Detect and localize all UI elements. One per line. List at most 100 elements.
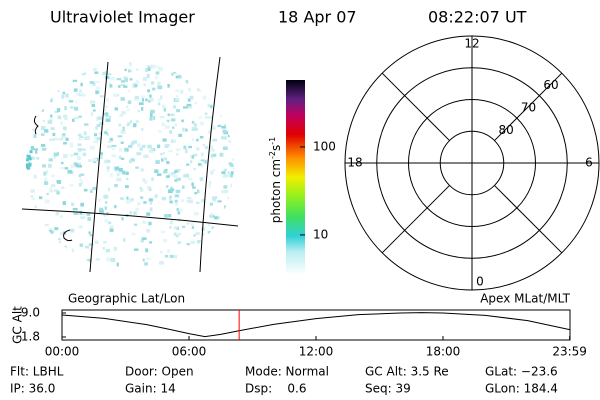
speckle [105, 118, 111, 122]
speckle [106, 159, 111, 164]
speckle [228, 103, 234, 108]
speckle [187, 105, 193, 109]
speckle [175, 189, 181, 194]
speckle [45, 231, 51, 235]
speckle [91, 104, 96, 108]
speckle [165, 175, 171, 178]
speckle [73, 212, 79, 215]
speckle [95, 81, 100, 84]
speckle [110, 77, 116, 81]
speckle [235, 173, 239, 176]
speckle [153, 115, 156, 120]
speckle [135, 120, 139, 123]
speckle [73, 162, 77, 166]
coastline [33, 115, 39, 135]
speckle [220, 77, 223, 82]
speckle [45, 170, 48, 174]
speckle [36, 267, 39, 270]
speckle [174, 194, 180, 198]
speckle [204, 63, 208, 68]
speckle [96, 124, 101, 127]
speckle [48, 158, 53, 162]
speckle [209, 259, 214, 262]
speckle [194, 101, 198, 105]
speckle [193, 123, 197, 127]
speckle [176, 177, 181, 181]
speckle [71, 248, 74, 253]
speckle [69, 184, 74, 187]
speckle [208, 222, 211, 227]
speckle [29, 195, 34, 198]
speckle [77, 133, 82, 136]
speckle [223, 168, 227, 172]
speckle [144, 68, 148, 73]
speckle [64, 62, 69, 67]
speckle [209, 264, 215, 268]
speckle [214, 69, 218, 73]
speckle [191, 127, 197, 131]
speckle [141, 95, 145, 99]
speckle [143, 83, 147, 87]
speckle [194, 192, 198, 195]
speckle [60, 161, 64, 165]
speckle [172, 138, 175, 142]
speckle [162, 151, 165, 155]
geo-grid [21, 56, 239, 273]
speckle [45, 83, 50, 88]
speckle [27, 220, 32, 223]
speckle [57, 238, 62, 241]
speckle [193, 234, 196, 237]
speckle [94, 135, 97, 140]
speckle [185, 173, 190, 178]
speckle [175, 153, 179, 156]
speckle [137, 109, 141, 113]
speckle [36, 157, 40, 160]
speckle [131, 83, 135, 88]
speckle [186, 258, 192, 262]
speckle [171, 171, 176, 176]
speckle [227, 139, 232, 142]
speckle [163, 124, 166, 127]
speckle [148, 221, 152, 226]
speckle [162, 138, 167, 142]
timeline-ylabel: GC Alt [11, 306, 25, 344]
speckle [161, 64, 167, 68]
speckle [44, 129, 49, 133]
speckle [198, 116, 202, 119]
speckle [119, 114, 124, 117]
speckle [149, 97, 154, 102]
speckle [163, 214, 169, 218]
speckle [154, 194, 158, 198]
speckle [98, 198, 101, 202]
speckle [170, 186, 173, 191]
speckle [191, 155, 195, 159]
speckle [108, 82, 112, 85]
speckle [105, 248, 110, 253]
speckle [135, 207, 139, 212]
speckle [155, 160, 160, 164]
speckle [106, 257, 111, 262]
speckle [46, 264, 50, 268]
speckle [189, 95, 194, 100]
speckle [211, 226, 216, 230]
speckle [120, 84, 125, 87]
speckle [111, 154, 117, 158]
speckle [114, 184, 118, 188]
speckle [102, 71, 107, 76]
speckle [95, 126, 98, 130]
speckle [216, 98, 220, 103]
time: 08:22:07 UT [428, 8, 527, 27]
speckle [222, 64, 225, 68]
speckle [157, 67, 163, 72]
speckle [180, 90, 184, 94]
speckle [103, 105, 108, 108]
speckle [63, 126, 67, 131]
speckle [222, 146, 228, 150]
speckle [50, 184, 56, 187]
speckle [221, 171, 226, 175]
speckle [150, 81, 155, 85]
speckle [216, 106, 220, 110]
speckle [174, 170, 178, 173]
mlt-label: 18 [347, 156, 362, 170]
speckle [129, 159, 133, 164]
